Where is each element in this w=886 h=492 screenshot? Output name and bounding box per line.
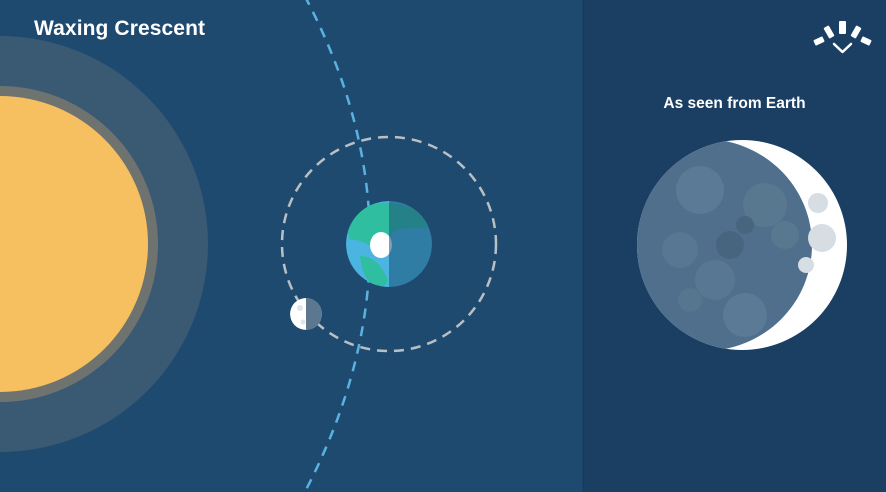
earth-landmass-south [360,256,388,287]
moon-crater [695,260,735,300]
moon-crater-lit [808,193,828,213]
sunrise-logo-icon [813,21,872,54]
moon-crater [716,231,744,259]
moon-crater-lit [808,224,836,252]
orbit-moon-shadow [306,298,322,330]
moon-crater [771,221,799,249]
moon-orbit-path [280,135,498,353]
sun-core [0,96,148,392]
phase-title: Waxing Crescent [34,17,206,40]
orbit-moon [290,298,322,330]
earth-night-side [389,201,432,287]
moon-crater [723,293,767,337]
moon-crater [678,288,702,312]
moon-crater [743,183,787,227]
moon-crater [662,232,698,268]
moon-crater [676,166,724,214]
earth [346,201,432,287]
earth-polar-cloud [370,232,392,258]
sun [0,36,208,452]
moon-crater-lit [798,257,814,273]
moon-crater [736,216,754,234]
view-title: As seen from Earth [663,95,806,112]
